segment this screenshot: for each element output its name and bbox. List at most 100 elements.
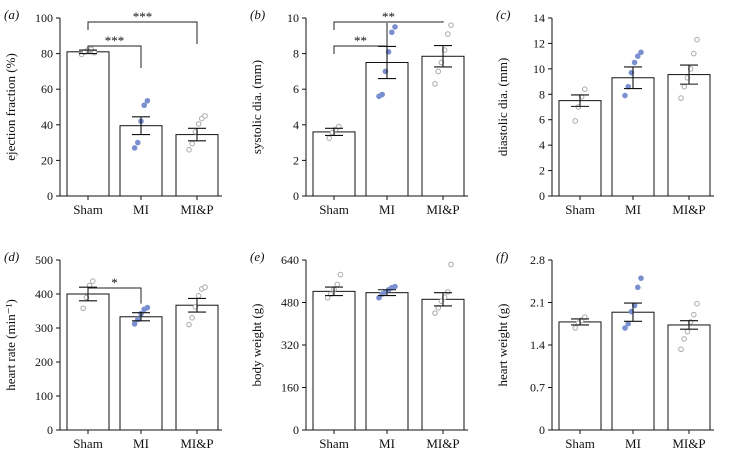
significance-bracket [87, 45, 142, 68]
y-tick-label: 200 [35, 355, 53, 369]
x-tick-label: MI&P [672, 202, 705, 217]
y-tick-label: 10 [533, 62, 545, 76]
data-point [90, 278, 96, 284]
panel-b: (b) systolic dia. (mm) 0 2 4 6 8 10 Sham MI MI&P **… [249, 7, 468, 217]
x-tick-label: MI [133, 202, 149, 217]
data-point [195, 121, 202, 127]
bar [66, 51, 110, 197]
data-point [379, 91, 386, 98]
bar [558, 100, 602, 197]
x-tick-label: Sham [319, 202, 349, 217]
y-tick-label: 2.1 [530, 296, 545, 310]
bar [421, 55, 465, 197]
panel-f: (f) heart weight (g) 0 0.7 1.4 2.1 2.8 Sham MI MI… [495, 249, 714, 451]
data-point [625, 320, 632, 327]
data-point [638, 275, 644, 282]
data-point [638, 49, 644, 56]
x-tick-label: MI&P [672, 436, 705, 451]
x-tick-label: MI [625, 436, 641, 451]
data-point [392, 24, 398, 30]
x-tick-label: Sham [73, 202, 103, 217]
y-tick-label: 60 [41, 82, 53, 96]
data-point [326, 135, 333, 141]
data-point [202, 284, 208, 291]
data-point [91, 49, 98, 56]
data-point [186, 321, 192, 328]
data-point [186, 146, 192, 153]
bar [558, 321, 602, 431]
data-point [694, 300, 700, 307]
y-tick-label: 2.8 [530, 253, 545, 267]
panel-a: (a) ejection fraction (%) 0 20 40 60 80 100 Sham… [3, 7, 222, 217]
significance-label: *** [133, 9, 153, 24]
x-tick-label: Sham [319, 436, 349, 451]
bar [175, 304, 219, 431]
y-tick-label: 0 [293, 189, 299, 203]
data-point [144, 304, 151, 311]
panel-c: (c) diastolic dia. (mm) 0 2 4 6 8 10 12 14 Sham MI M… [495, 7, 714, 217]
y-tick-label: 8 [539, 87, 545, 101]
significance-label: *** [105, 33, 125, 48]
x-tick-label: MI&P [426, 202, 459, 217]
data-point [622, 92, 628, 99]
x-tick-label: Sham [73, 436, 103, 451]
y-tick-label: 2 [539, 164, 545, 178]
y-tick-label: 100 [35, 11, 53, 25]
y-tick-label: 0 [539, 189, 545, 203]
data-point [141, 102, 147, 109]
y-tick-label: 160 [281, 381, 299, 395]
data-point [691, 50, 697, 57]
significance-bracket [87, 21, 198, 44]
panel-letter: (f) [496, 249, 508, 264]
y-tick-label: 0 [47, 189, 53, 203]
y-tick-label: 20 [41, 153, 53, 167]
data-point [622, 325, 628, 331]
x-tick-label: MI&P [426, 436, 459, 451]
data-point [135, 139, 141, 146]
data-point [80, 305, 86, 312]
x-tick-label: MI [625, 202, 641, 217]
y-axis-label: diastolic dia. (mm) [495, 58, 510, 157]
data-point [678, 95, 684, 101]
y-tick-label: 0.7 [530, 381, 545, 395]
y-tick-label: 8 [293, 47, 299, 61]
data-point [435, 68, 442, 75]
bar [611, 311, 655, 431]
panel-e: (e) body weight (g) 0 160 320 480 640 Sham MI MI&… [249, 249, 468, 451]
x-tick-label: MI&P [180, 436, 213, 451]
y-tick-label: 0 [539, 423, 545, 437]
panel-letter: (e) [250, 249, 264, 264]
y-tick-label: 2 [293, 153, 299, 167]
data-point [189, 315, 195, 321]
data-point [448, 261, 454, 268]
y-tick-label: 400 [35, 287, 53, 301]
bar [66, 293, 110, 431]
y-tick-label: 640 [281, 253, 299, 267]
panel-letter: (c) [496, 7, 510, 22]
y-axis-label: ejection fraction (%) [3, 53, 18, 161]
bar [119, 316, 163, 431]
y-tick-label: 10 [287, 11, 299, 25]
y-tick-label: 100 [35, 389, 53, 403]
bar [667, 324, 711, 431]
data-point [635, 53, 641, 59]
data-point [131, 145, 138, 151]
data-point [678, 346, 684, 353]
x-tick-label: MI [379, 202, 395, 217]
data-point [392, 283, 398, 290]
data-point [681, 336, 688, 342]
data-point [572, 118, 579, 124]
data-point [389, 29, 395, 36]
x-tick-label: MI [379, 436, 395, 451]
panel-d: (d) heart rate (min⁻¹) 0 100 200 300 400 500 Sha… [3, 249, 222, 451]
bar [667, 74, 711, 197]
data-point [694, 36, 700, 43]
x-tick-label: MI&P [180, 202, 213, 217]
y-tick-label: 0 [293, 423, 299, 437]
data-point [195, 292, 202, 299]
y-tick-label: 4 [293, 118, 299, 132]
bar [421, 298, 465, 431]
y-tick-label: 6 [539, 113, 545, 127]
y-tick-label: 80 [41, 47, 53, 61]
data-point [631, 59, 638, 66]
